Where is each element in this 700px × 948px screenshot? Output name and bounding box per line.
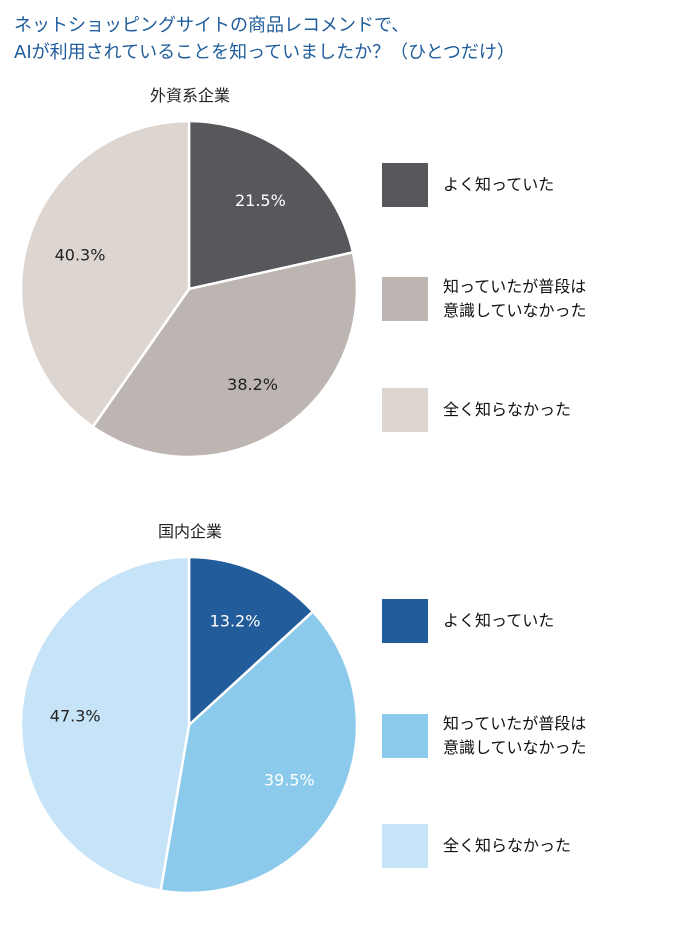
data-label: 47.3% xyxy=(50,706,101,725)
pie-chart: 21.5% 38.2% 40.3% xyxy=(19,119,359,459)
legend-item: 知っていたが普段は 意識していなかった xyxy=(382,711,682,761)
legend-label: 全く知らなかった xyxy=(443,836,572,855)
pie-slice xyxy=(91,250,359,459)
legend-label: 全く知らなかった xyxy=(443,400,572,419)
data-label: 21.5% xyxy=(235,191,286,210)
legend: よく知っていた 知っていたが普段は 意識していなかった 全く知らなかった xyxy=(382,82,682,512)
pie-slice xyxy=(187,555,315,728)
pie-slice xyxy=(159,609,359,895)
pie-chart: 13.2% 39.5% 47.3% xyxy=(19,555,359,895)
pie-slice xyxy=(19,119,191,429)
legend-swatch xyxy=(382,714,428,758)
title-line-2: AIが利用されていることを知っていましたか？（ひとつだけ） xyxy=(14,42,515,63)
legend-label: よく知っていた xyxy=(443,175,555,194)
legend-label: 知っていたが普段は 意識していなかった xyxy=(443,714,587,757)
legend-swatch xyxy=(382,824,428,868)
legend-swatch xyxy=(382,277,428,321)
legend-item: よく知っていた xyxy=(382,160,682,210)
page-title: ネットショッピングサイトの商品レコメンドで、 AIが利用されていることを知ってい… xyxy=(14,12,684,66)
chart-title: 外資系企業 xyxy=(149,86,230,105)
chart-foreign-companies: 外資系企業 21.5% 38.2% 40.3% よく知っていた 知っていたが普段は … xyxy=(0,82,700,512)
legend-swatch xyxy=(382,388,428,432)
data-label: 13.2% xyxy=(210,611,261,630)
chart-title: 国内企業 xyxy=(157,522,222,541)
data-label: 39.5% xyxy=(264,771,315,790)
title-line-1: ネットショッピングサイトの商品レコメンドで、 xyxy=(14,15,410,36)
pie-slice xyxy=(187,119,355,291)
legend-label: よく知っていた xyxy=(443,611,555,630)
legend-swatch xyxy=(382,163,428,207)
legend-label: 知っていたが普段は 意識していなかった xyxy=(443,277,587,320)
legend-item: よく知っていた xyxy=(382,596,682,646)
pie-slice xyxy=(19,555,191,893)
data-label: 40.3% xyxy=(55,246,106,265)
chart-domestic-companies: 国内企業 13.2% 39.5% 47.3% よく知っていた 知っていたが普段は 意… xyxy=(0,518,700,948)
legend: よく知っていた 知っていたが普段は 意識していなかった 全く知らなかった xyxy=(382,518,682,948)
data-label: 38.2% xyxy=(227,375,278,394)
legend-swatch xyxy=(382,599,428,643)
legend-item: 知っていたが普段は 意識していなかった xyxy=(382,274,682,324)
legend-item: 全く知らなかった xyxy=(382,385,682,435)
legend-item: 全く知らなかった xyxy=(382,821,682,871)
